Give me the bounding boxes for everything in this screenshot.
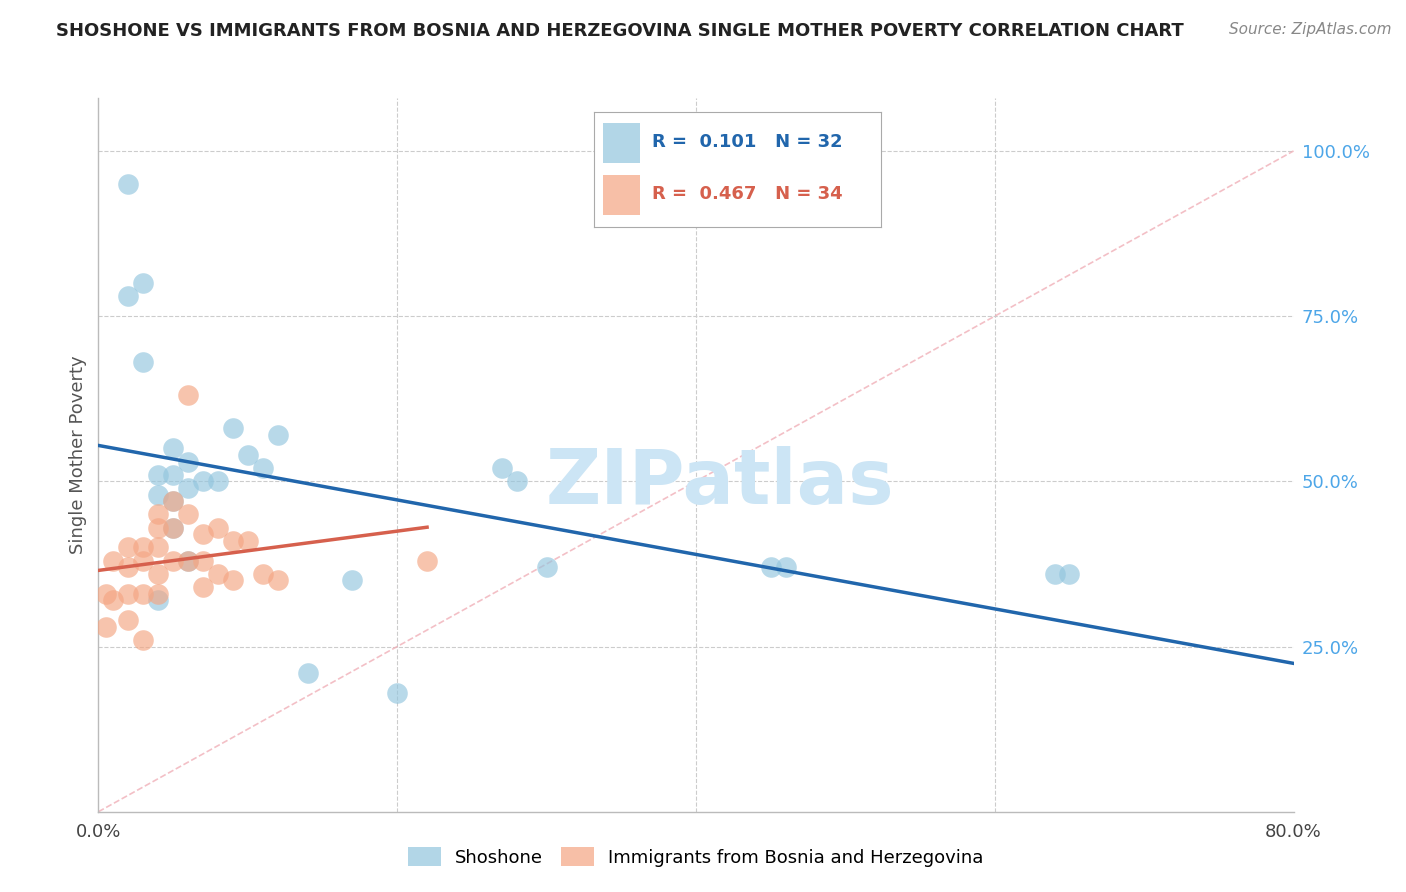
Point — [775, 560, 797, 574]
Point — [1059, 566, 1081, 581]
Point — [252, 461, 274, 475]
Point — [759, 560, 782, 574]
Point — [222, 574, 245, 588]
Point — [103, 554, 125, 568]
Point — [191, 475, 214, 489]
Point — [148, 566, 170, 581]
Point — [132, 554, 155, 568]
Point — [342, 574, 364, 588]
Point — [416, 554, 439, 568]
Point — [162, 442, 184, 456]
Point — [177, 388, 200, 402]
Point — [162, 494, 184, 508]
Text: ZIPatlas: ZIPatlas — [546, 447, 894, 520]
Point — [207, 520, 229, 534]
Point — [148, 593, 170, 607]
Point — [236, 448, 259, 462]
Point — [148, 520, 170, 534]
Point — [536, 560, 558, 574]
Point — [297, 665, 319, 680]
Point — [94, 620, 117, 634]
Point — [1043, 566, 1066, 581]
Point — [148, 508, 170, 522]
Point — [177, 481, 200, 495]
Point — [117, 560, 139, 574]
Point — [162, 494, 184, 508]
Point — [117, 289, 139, 303]
Point — [191, 554, 214, 568]
Point — [132, 541, 155, 555]
Point — [191, 580, 214, 594]
Point — [252, 566, 274, 581]
Y-axis label: Single Mother Poverty: Single Mother Poverty — [69, 356, 87, 554]
Point — [222, 421, 245, 435]
Point — [162, 467, 184, 482]
Point — [117, 177, 139, 191]
Point — [385, 686, 409, 700]
Point — [177, 508, 200, 522]
Point — [162, 520, 184, 534]
Point — [148, 587, 170, 601]
Point — [222, 533, 245, 548]
Point — [267, 428, 290, 442]
Point — [148, 541, 170, 555]
Point — [207, 475, 229, 489]
Point — [148, 467, 170, 482]
Point — [162, 520, 184, 534]
Point — [191, 527, 214, 541]
Point — [117, 587, 139, 601]
Point — [491, 461, 513, 475]
Text: Source: ZipAtlas.com: Source: ZipAtlas.com — [1229, 22, 1392, 37]
Text: SHOSHONE VS IMMIGRANTS FROM BOSNIA AND HERZEGOVINA SINGLE MOTHER POVERTY CORRELA: SHOSHONE VS IMMIGRANTS FROM BOSNIA AND H… — [56, 22, 1184, 40]
Point — [103, 593, 125, 607]
Point — [117, 613, 139, 627]
Point — [506, 475, 529, 489]
Point — [117, 541, 139, 555]
Point — [132, 276, 155, 290]
Point — [94, 587, 117, 601]
Point — [177, 554, 200, 568]
Point — [148, 487, 170, 501]
Point — [177, 454, 200, 468]
Point — [132, 587, 155, 601]
Legend: Shoshone, Immigrants from Bosnia and Herzegovina: Shoshone, Immigrants from Bosnia and Her… — [401, 840, 991, 874]
Point — [177, 554, 200, 568]
Point — [162, 554, 184, 568]
Point — [132, 355, 155, 369]
Point — [207, 566, 229, 581]
Point — [267, 574, 290, 588]
Point — [132, 632, 155, 647]
Point — [236, 533, 259, 548]
